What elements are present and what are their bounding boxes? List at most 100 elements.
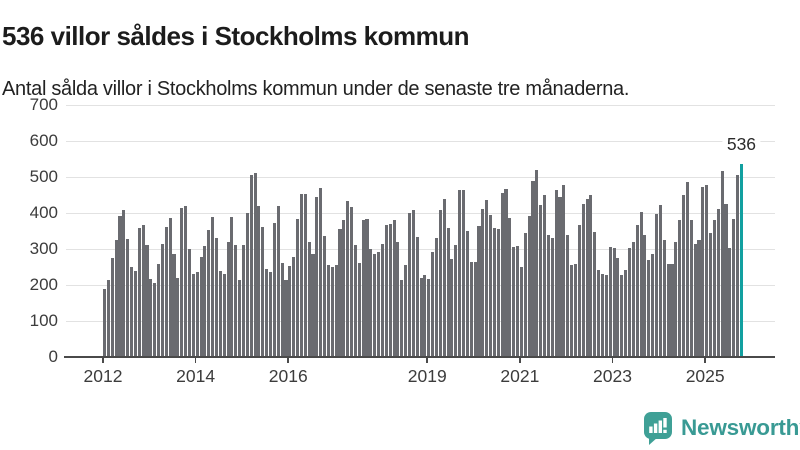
bar <box>211 216 215 357</box>
bar <box>319 187 323 357</box>
bar <box>184 206 188 357</box>
bar <box>627 247 632 357</box>
bar <box>253 173 257 357</box>
bar <box>678 220 682 357</box>
bar <box>546 235 550 357</box>
bar <box>245 213 249 357</box>
bar <box>543 195 547 357</box>
y-axis-label-0: 0 <box>48 347 58 366</box>
bar <box>458 189 462 357</box>
bar <box>311 253 315 357</box>
bar <box>180 207 184 357</box>
bar <box>126 238 130 357</box>
bar <box>593 232 597 357</box>
bar <box>172 253 176 357</box>
bar <box>415 237 419 357</box>
bar <box>145 245 149 357</box>
gridline-600 <box>66 140 775 142</box>
bar <box>230 216 234 357</box>
bar <box>110 257 114 357</box>
bar <box>527 215 531 357</box>
y-axis-label-100: 100 <box>29 311 58 330</box>
bar <box>380 243 384 357</box>
bar <box>566 235 570 357</box>
chart-subtitle: Antal sålda villor i Stockholms kommun u… <box>2 78 630 100</box>
bar <box>558 197 562 357</box>
bar <box>624 270 628 357</box>
bar <box>365 218 369 357</box>
x-tick-2023 <box>611 358 614 363</box>
bar <box>651 253 655 357</box>
bar <box>330 267 334 357</box>
bar <box>724 203 728 357</box>
bar <box>276 205 280 357</box>
bar <box>396 242 400 357</box>
bar <box>732 219 736 357</box>
bar <box>635 224 639 357</box>
bar <box>670 263 674 357</box>
bar <box>346 201 350 357</box>
x-tick-2016 <box>287 358 290 363</box>
bar <box>411 210 415 357</box>
bar <box>361 220 365 357</box>
bar <box>554 190 558 357</box>
y-axis-label-500: 500 <box>29 167 58 186</box>
bar <box>716 208 720 357</box>
y-axis-label-600: 600 <box>29 131 58 150</box>
chart-title: 536 villor såldes i Stockholms kommun <box>2 21 470 52</box>
bar <box>280 263 284 357</box>
bar <box>573 263 577 357</box>
bar <box>338 228 342 357</box>
x-axis-line <box>64 356 775 358</box>
gridline-300 <box>66 248 775 250</box>
bar <box>481 209 485 357</box>
bar <box>261 227 265 357</box>
bar <box>504 189 508 357</box>
bar <box>153 282 157 357</box>
gridline-700 <box>66 104 775 106</box>
bar <box>130 267 134 357</box>
bar <box>427 278 431 357</box>
x-axis-label-2012: 2012 <box>83 366 123 386</box>
y-axis-label-400: 400 <box>29 203 58 222</box>
bar <box>218 270 222 357</box>
bar <box>388 223 392 357</box>
bar <box>469 261 473 357</box>
bar <box>585 198 589 357</box>
bar <box>238 279 242 357</box>
x-tick-2025 <box>704 358 706 363</box>
x-tick-2014 <box>194 358 197 363</box>
bar <box>701 187 705 357</box>
bar <box>500 192 504 357</box>
bar <box>577 225 581 357</box>
bar <box>431 251 435 357</box>
y-axis-label-300: 300 <box>29 239 58 258</box>
x-axis-label-2014: 2014 <box>176 366 216 386</box>
bar <box>203 246 207 357</box>
bar <box>288 266 292 357</box>
bar <box>249 175 253 357</box>
bar <box>643 235 647 357</box>
bar <box>373 253 377 357</box>
bar <box>674 242 678 357</box>
bar <box>176 278 180 357</box>
bar <box>307 241 311 357</box>
bar <box>137 227 141 357</box>
bar <box>122 209 126 357</box>
bar <box>350 206 354 357</box>
bar <box>392 220 396 357</box>
bar <box>296 219 300 357</box>
bar <box>369 248 373 357</box>
bar <box>535 170 539 357</box>
bar <box>658 205 662 357</box>
bar <box>450 258 454 357</box>
bar <box>508 218 512 357</box>
bar <box>404 264 408 357</box>
bar <box>241 245 246 357</box>
bar <box>315 196 319 357</box>
bar <box>234 245 238 357</box>
bar <box>160 244 164 357</box>
bar <box>334 265 338 357</box>
bar <box>473 261 477 357</box>
bar <box>589 194 593 357</box>
